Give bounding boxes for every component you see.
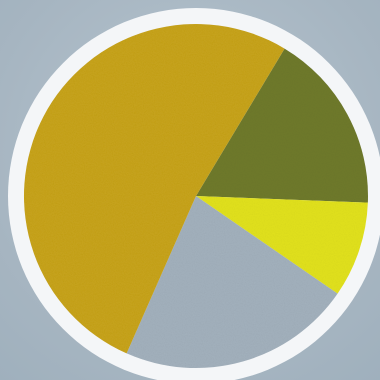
pie-slices bbox=[24, 24, 368, 368]
